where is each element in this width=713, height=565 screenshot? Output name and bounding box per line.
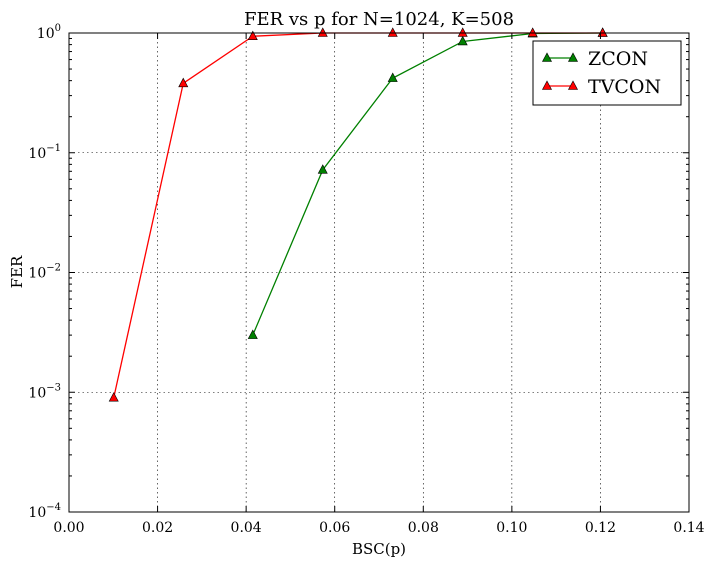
legend-label-tvcon: TVCON xyxy=(588,76,661,98)
legend: ZCON TVCON xyxy=(532,40,682,106)
data-point-tvcon xyxy=(317,27,328,37)
y-tick-label: 100 xyxy=(37,23,61,42)
x-tick-label: 0.14 xyxy=(673,520,704,536)
y-tick-label: 10−3 xyxy=(28,382,61,401)
y-tick-label: 10−2 xyxy=(28,263,61,282)
data-point-tvcon xyxy=(108,392,119,402)
data-point-tvcon xyxy=(247,30,258,41)
axis-ticks: 0.00 0.02 0.04 0.06 0.08 0.10 0.12 0.14 100 10−1 1… xyxy=(28,23,704,536)
legend-marker-zcon xyxy=(568,52,578,62)
x-tick-label: 0.06 xyxy=(319,520,350,536)
data-point-tvcon xyxy=(387,27,398,37)
data-point-zcon xyxy=(247,329,258,339)
data-point-zcon xyxy=(387,72,398,82)
chart-title: FER vs p for N=1024, K=508 xyxy=(244,9,514,30)
x-tick-label: 0.02 xyxy=(142,520,173,536)
legend-marker-zcon xyxy=(542,52,552,62)
data-point-tvcon xyxy=(178,77,189,88)
grid xyxy=(69,33,689,512)
x-tick-label: 0.12 xyxy=(585,520,616,536)
legend-marker-tvcon xyxy=(568,80,578,90)
x-tick-label: 0.08 xyxy=(408,520,439,536)
data-point-tvcon xyxy=(457,27,468,37)
y-tick-label: 10−4 xyxy=(28,502,61,521)
x-tick-label: 0.00 xyxy=(53,520,84,536)
y-axis-label: FER xyxy=(8,255,26,288)
x-tick-label: 0.04 xyxy=(231,520,262,536)
x-tick-label: 0.10 xyxy=(496,520,527,536)
data-point-zcon xyxy=(457,35,468,46)
legend-label-zcon: ZCON xyxy=(588,48,648,70)
x-axis-label: BSC(p) xyxy=(352,540,406,558)
data-point-tvcon xyxy=(527,27,538,37)
legend-box xyxy=(532,40,682,106)
y-tick-label: 10−1 xyxy=(28,143,61,162)
data-point-zcon xyxy=(317,164,328,174)
legend-marker-tvcon xyxy=(542,80,552,90)
